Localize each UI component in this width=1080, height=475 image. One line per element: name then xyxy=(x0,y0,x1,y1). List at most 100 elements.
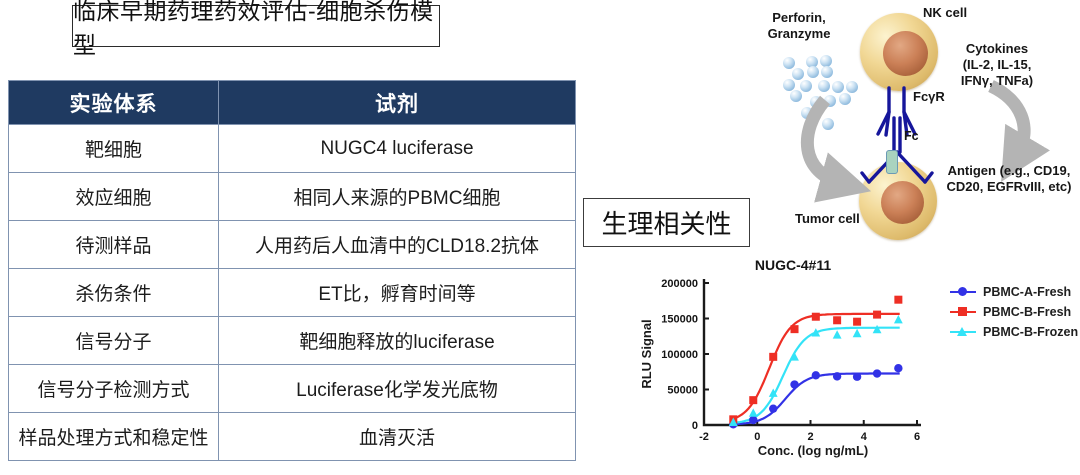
granule-sphere-icon xyxy=(792,68,804,80)
data-point xyxy=(852,372,862,381)
legend-marker-triangle-icon xyxy=(950,324,976,339)
row-value: 人用药后人血清中的CLD18.2抗体 xyxy=(218,220,576,269)
table-row: 信号分子检测方式 Luciferase化学发光底物 xyxy=(8,364,576,413)
y-tick-label: 150000 xyxy=(661,314,698,326)
tumor-cell-nucleus xyxy=(881,181,924,224)
granule-sphere-icon xyxy=(800,80,812,92)
row-value: 靶细胞释放的luciferase xyxy=(218,316,576,365)
x-tick-label: 4 xyxy=(861,431,868,443)
assay-spec-table: 实验体系 试剂 靶细胞 NUGC4 luciferase 效应细胞 相同人来源的PB… xyxy=(8,80,576,461)
granule-sphere-icon xyxy=(822,118,834,130)
row-value: NUGC4 luciferase xyxy=(218,124,576,173)
cytokine-arrow xyxy=(987,80,1050,182)
nk-cell-graphic xyxy=(860,13,938,91)
table-row: 效应细胞 相同人来源的PBMC细胞 xyxy=(8,172,576,221)
row-label: 信号分子 xyxy=(8,316,219,365)
row-label: 杀伤条件 xyxy=(8,268,219,317)
row-value: ET比，孵育时间等 xyxy=(218,268,576,317)
antigen-icon xyxy=(886,150,898,174)
table-header-row: 实验体系 试剂 xyxy=(8,80,576,125)
fcyr-label: FcγR xyxy=(913,89,945,104)
granule-sphere-icon xyxy=(783,79,795,91)
legend-marker-square-icon xyxy=(950,304,976,319)
data-point xyxy=(790,380,799,389)
data-point xyxy=(811,312,820,321)
tumor-cell-graphic xyxy=(859,162,937,240)
granule-sphere-icon xyxy=(832,81,844,93)
nk-killing-mechanism-diagram: Perforin, Granzyme NK cell Cytokines (IL… xyxy=(753,0,1080,252)
granule-sphere-icon xyxy=(839,93,851,105)
fc-label: Fc xyxy=(904,129,919,143)
column-header-system: 实验体系 xyxy=(8,80,219,125)
row-value: Luciferase化学发光底物 xyxy=(218,364,576,413)
legend-item: PBMC-A-Fresh xyxy=(950,284,1078,299)
data-point xyxy=(833,316,842,325)
table-row: 靶细胞 NUGC4 luciferase xyxy=(8,124,576,173)
granule-sphere-icon xyxy=(790,90,802,102)
row-value: 相同人来源的PBMC细胞 xyxy=(218,172,576,221)
y-tick-label: 200000 xyxy=(661,278,698,290)
data-point xyxy=(893,314,903,324)
data-point xyxy=(749,415,758,425)
data-point xyxy=(769,404,778,413)
table-row: 杀伤条件 ET比，孵育时间等 xyxy=(8,268,576,317)
legend-label: PBMC-A-Fresh xyxy=(983,284,1072,299)
y-tick-label: 100000 xyxy=(661,349,698,361)
nk-cell-label: NK cell xyxy=(923,5,968,20)
granule-sphere-icon xyxy=(821,66,833,78)
physiological-relevance-box: 生理相关性 xyxy=(583,198,750,247)
data-point xyxy=(811,371,821,380)
nk-cell-nucleus xyxy=(883,31,928,76)
data-point xyxy=(832,330,842,339)
chart-axes xyxy=(702,279,921,427)
row-label: 信号分子检测方式 xyxy=(8,364,219,413)
y-tick-label: 0 xyxy=(692,420,698,432)
data-point xyxy=(790,325,799,334)
data-point xyxy=(748,408,758,417)
y-tick-label: 50000 xyxy=(667,385,698,397)
antigen-label: Antigen (e.g., CD19, CD20, EGFRvIII, etc… xyxy=(946,163,1072,194)
x-tick-label: -2 xyxy=(699,431,709,443)
row-label: 待测样品 xyxy=(8,220,219,269)
table-row: 样品处理方式和稳定性 血清灭活 xyxy=(8,412,576,461)
data-point xyxy=(832,372,842,381)
chart-legend: PBMC-A-Fresh PBMC-B-Fresh PBMC-B-Frozen xyxy=(950,284,1078,339)
table-row: 待测样品 人用药后人血清中的CLD18.2抗体 xyxy=(8,220,576,269)
data-point xyxy=(728,417,738,426)
column-header-reagent: 试剂 xyxy=(218,80,576,125)
data-point xyxy=(894,295,903,304)
slide-title: 临床早期药理药效评估-细胞杀伤模型 xyxy=(73,0,434,58)
row-label: 靶细胞 xyxy=(8,124,219,173)
x-tick-label: 6 xyxy=(914,431,920,443)
data-point xyxy=(811,328,821,337)
granule-sphere-icon xyxy=(820,55,832,67)
data-point xyxy=(852,328,862,338)
legend-label: PBMC-B-Fresh xyxy=(983,304,1072,319)
x-tick-label: 2 xyxy=(807,431,813,443)
row-value: 血清灭活 xyxy=(218,412,576,461)
slide-title-box: 临床早期药理药效评估-细胞杀伤模型 xyxy=(72,0,440,58)
legend-marker-circle-icon xyxy=(950,284,976,299)
granule-sphere-icon xyxy=(806,56,818,68)
legend-item: PBMC-B-Fresh xyxy=(950,304,1078,319)
data-point xyxy=(749,396,758,405)
granule-sphere-icon xyxy=(846,81,858,93)
legend-item: PBMC-B-Frozen xyxy=(950,324,1078,339)
cytokines-label: Cytokines (IL-2, IL-15, IFNγ, TNFa) xyxy=(960,41,1034,88)
granule-sphere-icon xyxy=(810,96,822,108)
perforin-granzyme-label: Perforin, Granzyme xyxy=(767,10,831,41)
legend-label: PBMC-B-Frozen xyxy=(983,324,1079,339)
row-label: 样品处理方式和稳定性 xyxy=(8,412,219,461)
dose-response-chart: NUGC-4#11 RLU Signal 0 50000 100000 150000 2… xyxy=(628,253,1080,475)
data-point xyxy=(873,310,882,319)
granule-sphere-icon xyxy=(801,107,813,119)
row-label: 效应细胞 xyxy=(8,172,219,221)
data-point xyxy=(769,352,778,361)
physiological-relevance-label: 生理相关性 xyxy=(601,209,732,239)
table-row: 信号分子 靶细胞释放的luciferase xyxy=(8,316,576,365)
chart-title: NUGC-4#11 xyxy=(754,257,832,273)
tumor-cell-label: Tumor cell xyxy=(795,211,860,226)
data-point xyxy=(872,324,882,334)
